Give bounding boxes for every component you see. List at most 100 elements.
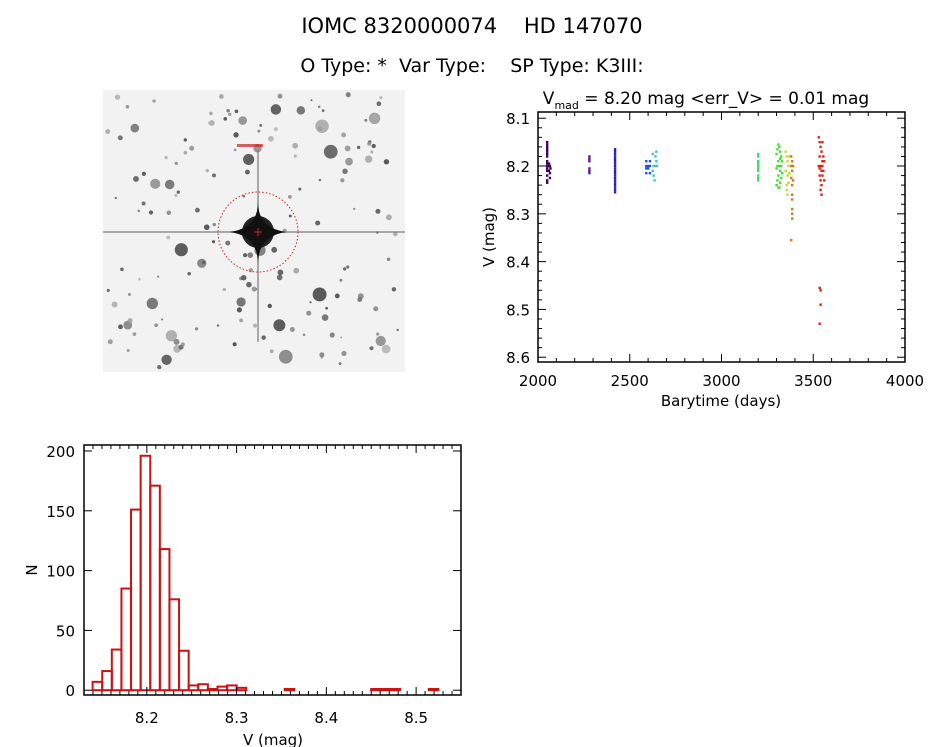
star [371, 143, 376, 149]
star [248, 268, 254, 273]
star [277, 93, 283, 99]
histogram-bar [110, 648, 123, 692]
data-point [780, 171, 784, 175]
star [114, 196, 117, 200]
data-point [757, 174, 760, 177]
star [342, 267, 347, 271]
star [243, 153, 255, 166]
data-point [653, 179, 656, 182]
data-point [613, 164, 617, 168]
y-tick-label: 200 [46, 443, 75, 461]
data-point [545, 167, 549, 170]
star [341, 132, 346, 138]
data-point [775, 183, 778, 187]
star [310, 99, 313, 102]
x-tick-label: 3500 [794, 372, 832, 390]
data-point [547, 162, 551, 165]
star [383, 159, 390, 165]
star [375, 335, 386, 347]
data-point [779, 164, 783, 168]
star [255, 288, 258, 291]
star [271, 246, 278, 253]
star [203, 224, 210, 231]
star [323, 144, 338, 159]
star [228, 112, 232, 116]
star [318, 178, 322, 182]
star [386, 257, 391, 262]
data-point [822, 169, 825, 172]
data-point [648, 164, 652, 168]
star [202, 260, 206, 265]
star [208, 120, 213, 126]
histogram-bar [178, 649, 190, 692]
star [105, 129, 111, 135]
data-point [779, 157, 782, 161]
x-axis-label: V (mag) [243, 731, 303, 747]
star [325, 306, 329, 310]
data-point [757, 169, 760, 172]
data-point [655, 160, 658, 163]
x-tick-label: 3000 [702, 372, 740, 390]
data-point [786, 174, 789, 177]
star [367, 141, 372, 146]
data-point [790, 193, 794, 196]
star [296, 106, 306, 115]
data-point [785, 188, 788, 192]
histogram-bar [379, 688, 392, 692]
star [189, 145, 195, 151]
star [226, 109, 230, 113]
target-label-mark [237, 144, 263, 147]
data-point [788, 171, 791, 175]
histogram-bar [130, 508, 142, 692]
star [293, 267, 300, 274]
data-point [588, 171, 591, 175]
star [127, 318, 133, 324]
star [288, 214, 292, 218]
star [268, 135, 274, 142]
y-tick-label: 150 [46, 503, 75, 521]
star [247, 252, 254, 258]
plot-frame [537, 111, 906, 363]
data-point [757, 179, 760, 182]
data-point [655, 164, 659, 168]
data-point [646, 164, 650, 168]
y-tick-label: 8.5 [506, 301, 530, 319]
star [320, 356, 323, 359]
star [270, 104, 282, 115]
y-axis-label: V (mag) [480, 207, 498, 267]
star [334, 293, 340, 299]
x-tick-label: 8.5 [404, 709, 428, 727]
data-point [613, 181, 617, 184]
star [312, 287, 327, 302]
data-point [822, 155, 825, 158]
star [329, 332, 335, 338]
data-point [820, 183, 823, 187]
y-tick-label: 8.6 [506, 349, 530, 367]
data-point [757, 162, 760, 165]
star [211, 173, 217, 178]
data-point [613, 152, 617, 156]
data-point [613, 186, 617, 189]
data-point [545, 155, 549, 158]
star [138, 278, 141, 281]
data-point [821, 174, 824, 177]
data-point [545, 164, 549, 168]
data-point [819, 145, 822, 149]
data-point [651, 152, 654, 156]
x-tick-label: 4000 [886, 372, 924, 390]
data-point [779, 181, 782, 184]
histogram-plot: V (mag) N 0 50 100 150 200 8.2 8.3 8.4 8.5 [23, 443, 462, 747]
data-point [786, 160, 789, 163]
data-point [819, 164, 822, 168]
star [396, 328, 399, 332]
data-point [790, 164, 793, 168]
star [236, 297, 246, 307]
data-point [545, 150, 549, 153]
data-point [779, 150, 782, 153]
histogram-bar [216, 685, 229, 692]
data-point [613, 150, 617, 153]
star [356, 145, 361, 150]
data-point [790, 212, 794, 216]
star [298, 187, 302, 191]
star [174, 194, 178, 198]
